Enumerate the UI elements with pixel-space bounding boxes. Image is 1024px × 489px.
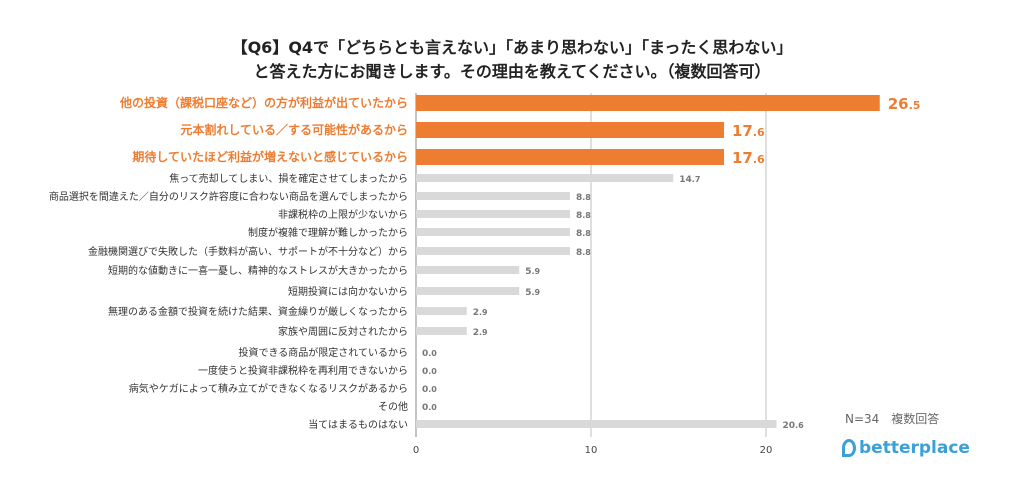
data-label: 2.9 bbox=[473, 308, 488, 318]
data-label: 0.0 bbox=[422, 367, 437, 377]
data-label: 8.8 bbox=[576, 193, 591, 203]
bar bbox=[416, 149, 724, 165]
logo: betterplace bbox=[842, 438, 970, 458]
category-label: 短期投資には向かないから bbox=[288, 285, 408, 298]
category-label: 短期的な値動きに一喜一憂し、精神的なストレスが大きかったから bbox=[108, 264, 408, 277]
bar bbox=[416, 266, 520, 274]
data-label: 0.0 bbox=[422, 403, 437, 413]
bar bbox=[416, 122, 724, 138]
x-tick-label: 10 bbox=[585, 445, 598, 456]
category-label: 制度が複雑で理解が難しかったから bbox=[248, 226, 408, 239]
data-label: 20.6 bbox=[783, 421, 805, 431]
category-label: 期待していたほど利益が増えないと感じているから bbox=[132, 149, 408, 164]
category-label: その他 bbox=[378, 400, 408, 413]
category-label: 他の投資（課税口座など）の方が利益が出ていたから bbox=[119, 95, 408, 110]
bar bbox=[416, 174, 674, 182]
logo-mark-icon bbox=[842, 439, 856, 457]
category-label: 元本割れしている／する可能性があるから bbox=[180, 122, 408, 137]
data-label: 2.9 bbox=[473, 328, 488, 338]
category-label: 商品選択を間違えた／自分のリスク許容度に合わない商品を選んでしまったから bbox=[49, 190, 408, 203]
data-label: 26.5 bbox=[888, 95, 921, 113]
bar bbox=[416, 228, 570, 236]
category-label: 投資できる商品が限定されているから bbox=[239, 346, 409, 359]
x-tick-label: 20 bbox=[760, 445, 773, 456]
category-label: 金融機関選びで失敗した（手数料が高い、サポートが不十分など）から bbox=[88, 245, 408, 258]
category-label: 無理のある金額で投資を続けた結果、資金繰りが厳しくなったから bbox=[108, 305, 408, 318]
bar bbox=[416, 327, 467, 335]
category-label: 家族や周囲に反対されたから bbox=[278, 325, 408, 338]
data-label: 17.6 bbox=[732, 122, 765, 140]
data-label: 5.9 bbox=[525, 267, 540, 277]
category-label: 病気やケガによって積み立てができなくなるリスクがあるから bbox=[129, 382, 408, 395]
category-label: 一度使うと投資非課税枠を再利用できないから bbox=[198, 364, 408, 377]
bar bbox=[416, 287, 520, 295]
x-tick-label: 0 bbox=[413, 445, 419, 456]
bar bbox=[416, 192, 570, 200]
category-label: 焦って売却してしまい、損を確定させてしまったから bbox=[169, 172, 408, 185]
category-label: 当てはまるものはない bbox=[308, 418, 408, 431]
logo-text: betterplace bbox=[859, 438, 970, 458]
data-label: 0.0 bbox=[422, 385, 437, 395]
data-label: 14.7 bbox=[679, 175, 700, 185]
data-label: 8.8 bbox=[576, 211, 591, 221]
bar bbox=[416, 210, 570, 218]
bar bbox=[416, 247, 570, 255]
data-label: 0.0 bbox=[422, 349, 437, 359]
data-label: 8.8 bbox=[576, 248, 591, 258]
data-label: 5.9 bbox=[525, 288, 540, 298]
bar bbox=[416, 307, 467, 315]
bar bbox=[416, 420, 777, 428]
chart-subtitle: と答えた方にお聞きします。その理由を教えてください。（複数回答可） bbox=[253, 62, 771, 81]
sample-note: N=34 複数回答 bbox=[845, 412, 940, 426]
data-label: 17.6 bbox=[732, 149, 765, 167]
bar bbox=[416, 95, 880, 111]
data-label: 8.8 bbox=[576, 229, 591, 239]
chart-title: 【Q6】Q4で「どちらとも言えない」「あまり思わない」「まったく思わない」 bbox=[231, 38, 793, 57]
category-label: 非課税枠の上限が少ないから bbox=[278, 208, 408, 221]
